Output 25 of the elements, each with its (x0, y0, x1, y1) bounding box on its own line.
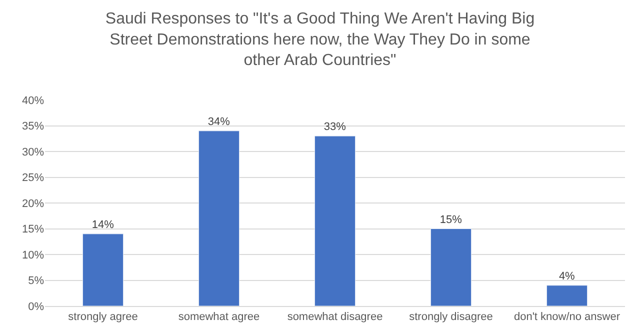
x-tick-label: don't know/no answer (514, 311, 620, 324)
y-tick-label: 15% (22, 224, 44, 236)
y-tick-label: 35% (22, 120, 44, 133)
bar (314, 136, 356, 306)
bar (82, 234, 124, 306)
data-label: 33% (324, 121, 346, 134)
data-label: 34% (208, 116, 230, 128)
x-tick-label: strongly agree (68, 311, 138, 324)
y-tick-label: 20% (22, 198, 44, 210)
chart-title: Saudi Responses to "It's a Good Thing We Aren't Having Big Street Demonstrations here now, the Way They Do in some other Arab Countries" (105, 10, 535, 70)
y-tick-label: 40% (22, 94, 44, 107)
y-tick-label: 10% (22, 249, 44, 262)
bar (430, 228, 472, 306)
bar (546, 285, 588, 306)
y-tick-label: 30% (22, 146, 44, 158)
x-tick-label: strongly disagree (409, 311, 493, 324)
y-tick-label: 0% (28, 300, 44, 313)
x-tick-label: somewhat agree (178, 311, 260, 324)
x-tick-label: somewhat disagree (287, 311, 383, 324)
data-label: 4% (558, 270, 576, 282)
y-tick-label: 5% (28, 275, 44, 288)
y-tick-label: 25% (22, 172, 44, 184)
data-label: 15% (440, 214, 462, 226)
data-label: 14% (92, 218, 114, 231)
bar (198, 130, 240, 306)
